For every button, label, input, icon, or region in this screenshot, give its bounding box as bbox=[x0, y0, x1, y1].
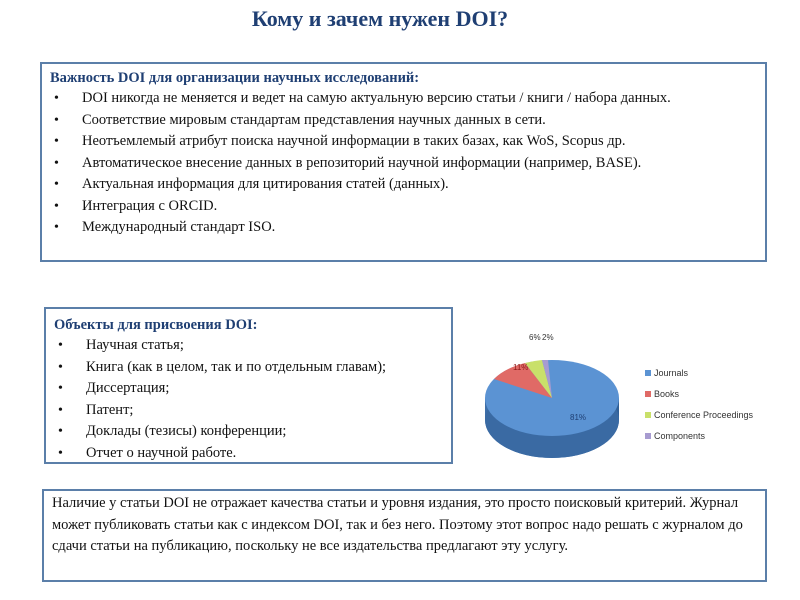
conference-percent-label: 6% bbox=[529, 333, 541, 342]
doi-note-box: Наличие у статьи DOI не отражает качеств… bbox=[42, 489, 767, 582]
list-item: Патент; bbox=[54, 400, 443, 422]
books-percent-label: 11% bbox=[513, 363, 528, 372]
list-item: DOI никогда не меняется и ведет на самую… bbox=[50, 88, 757, 110]
list-item: Отчет о научной работе. bbox=[54, 443, 443, 465]
page-title: Кому и зачем нужен DOI? bbox=[251, 6, 509, 31]
list-item: Соответствие мировым стандартам представ… bbox=[50, 110, 757, 132]
list-item: Международный стандарт ISO. bbox=[50, 217, 757, 239]
legend-item-conference: Conference Proceedings bbox=[645, 404, 753, 425]
objects-list: Научная статья; Книга (как в целом, так … bbox=[54, 335, 443, 464]
doi-objects-box: Объекты для присвоения DOI: Научная стат… bbox=[44, 307, 453, 464]
legend-item-components: Components bbox=[645, 425, 753, 446]
objects-heading: Объекты для присвоения DOI: bbox=[54, 317, 258, 333]
components-percent-label: 2% bbox=[542, 333, 554, 342]
legend-swatch-icon bbox=[645, 411, 651, 418]
chart-legend: Journals Books Conference Proceedings Co… bbox=[645, 362, 753, 446]
list-item: Диссертация; bbox=[54, 378, 443, 400]
legend-swatch-icon bbox=[645, 432, 651, 439]
doi-importance-box: Важность DOI для организации научных исс… bbox=[40, 62, 767, 262]
list-item: Книга (как в целом, так и по отдельным г… bbox=[54, 357, 443, 379]
journals-percent-label: 81% bbox=[570, 413, 586, 422]
importance-list: DOI никогда не меняется и ведет на самую… bbox=[50, 88, 757, 239]
legend-swatch-icon bbox=[645, 369, 651, 376]
doi-distribution-pie-chart: 11% 6% 2% 81% bbox=[470, 300, 770, 480]
list-item: Актуальная информация для цитирования ст… bbox=[50, 174, 757, 196]
legend-item-journals: Journals bbox=[645, 362, 753, 383]
legend-swatch-icon bbox=[645, 390, 651, 397]
importance-heading: Важность DOI для организации научных исс… bbox=[50, 70, 420, 86]
list-item: Интеграция с ORCID. bbox=[50, 196, 757, 218]
list-item: Научная статья; bbox=[54, 335, 443, 357]
note-text: Наличие у статьи DOI не отражает качеств… bbox=[52, 495, 743, 554]
list-item: Доклады (тезисы) конференции; bbox=[54, 421, 443, 443]
list-item: Автоматическое внесение данных в репозит… bbox=[50, 153, 757, 175]
list-item: Неотъемлемый атрибут поиска научной инфо… bbox=[50, 131, 757, 153]
legend-item-books: Books bbox=[645, 383, 753, 404]
pie-chart-graphic: 11% 6% 2% 81% bbox=[485, 333, 619, 458]
